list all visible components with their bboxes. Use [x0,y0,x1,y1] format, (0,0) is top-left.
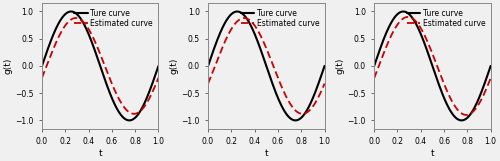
Estimated curve [102,66,108,68]
Estimated curve [108,82,114,84]
Ture curve [260,57,266,59]
Estimated curve [131,113,137,115]
Ture curve [458,119,464,121]
Ture curve [268,80,274,81]
Ture curve [322,65,328,67]
Y-axis label: g(t): g(t) [170,58,178,74]
X-axis label: t: t [264,149,268,158]
Ture curve [102,80,108,81]
Estimated curve [268,60,274,62]
Estimated curve [260,41,266,43]
Estimated curve [463,114,469,116]
Estimated curve [322,83,328,85]
Legend: Ture curve, Estimated curve: Ture curve, Estimated curve [73,7,154,29]
Ture curve [153,72,159,74]
Ture curve [39,65,45,67]
Ture curve [95,59,101,61]
Ture curve [467,114,473,116]
Estimated curve [488,77,494,79]
Estimated curve [405,16,411,18]
Ture curve [68,10,74,12]
Estimated curve [428,48,434,50]
Estimated curve [486,83,492,85]
Ture curve [274,96,280,98]
Estimated curve [434,66,440,68]
Estimated curve [39,77,45,79]
Ture curve [156,65,162,67]
Estimated curve [319,88,325,90]
X-axis label: t: t [430,149,434,158]
Estimated curve [440,82,446,84]
Estimated curve [73,17,79,19]
Estimated curve [95,48,101,50]
Ture curve [371,65,377,67]
Estimated curve [135,112,141,114]
Ture curve [126,119,132,121]
Ture curve [486,72,492,74]
Estimated curve [426,46,432,48]
Estimated curve [262,43,268,45]
Ture curve [292,119,298,121]
Ture curve [440,96,446,98]
Estimated curve [94,47,100,48]
Ture curve [234,10,240,12]
Ture curve [262,59,268,61]
Ture curve [428,59,434,61]
Estimated curve [467,113,473,115]
Ture curve [488,65,494,67]
Ture curve [135,114,141,116]
Legend: Ture curve, Estimated curve: Ture curve, Estimated curve [239,7,320,29]
Line: Ture curve: Ture curve [374,11,490,120]
Estimated curve [153,83,159,85]
Ture curve [319,72,325,74]
Ture curve [108,96,114,98]
Ture curve [205,65,211,67]
Ture curve [434,80,440,81]
Y-axis label: g(t): g(t) [4,58,13,74]
Y-axis label: g(t): g(t) [336,58,344,74]
Estimated curve [371,77,377,79]
Ture curve [400,10,406,12]
Line: Estimated curve: Estimated curve [374,17,490,115]
Line: Estimated curve: Estimated curve [208,18,324,114]
Legend: Ture curve, Estimated curve: Ture curve, Estimated curve [405,7,487,29]
Line: Estimated curve: Estimated curve [42,18,158,114]
Ture curve [301,114,307,116]
Line: Ture curve: Ture curve [208,11,324,120]
Line: Ture curve: Ture curve [42,11,158,120]
Estimated curve [274,76,280,78]
Estimated curve [301,113,307,115]
X-axis label: t: t [98,149,102,158]
Ture curve [426,57,432,59]
Estimated curve [300,113,306,115]
Estimated curve [205,83,211,85]
Estimated curve [156,77,162,79]
Ture curve [94,57,100,59]
Estimated curve [241,17,247,19]
